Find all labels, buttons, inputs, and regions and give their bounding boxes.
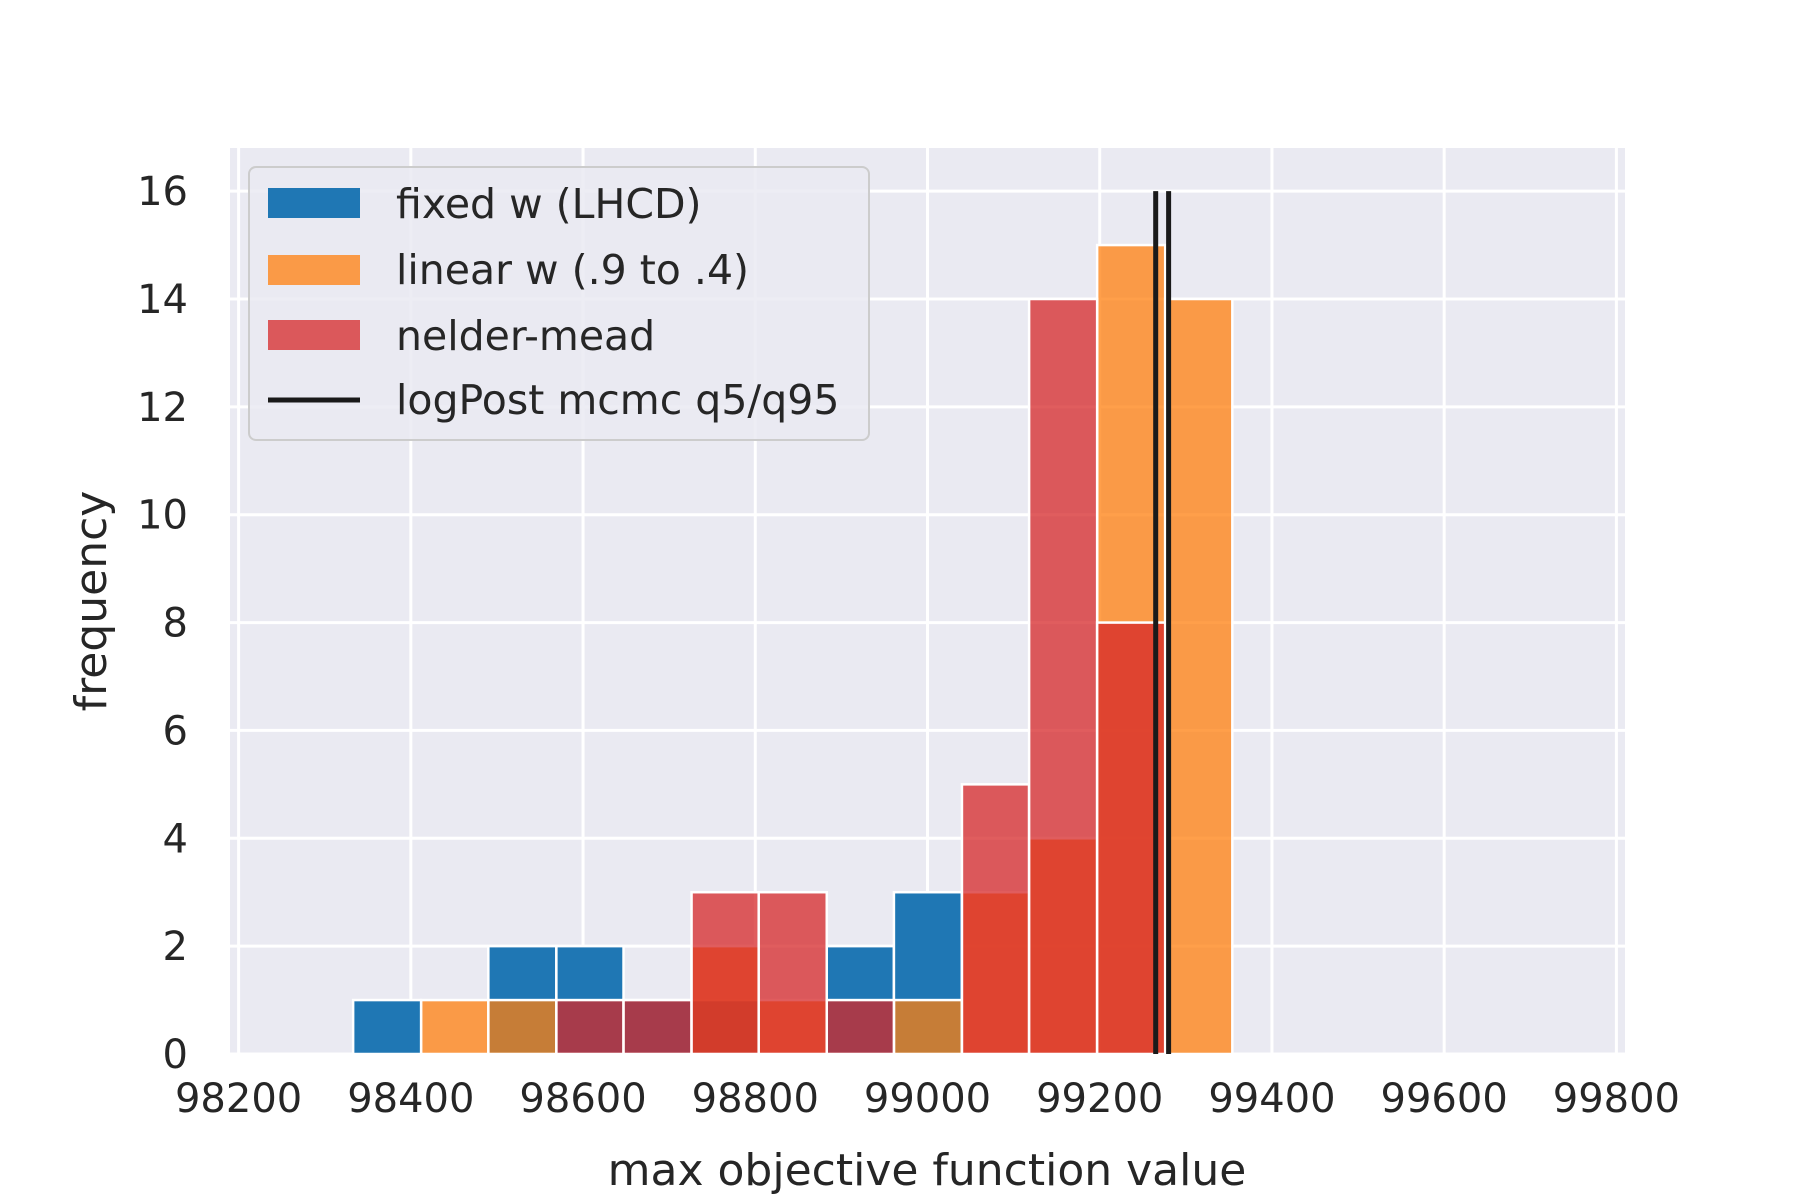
x-tick-label: 98800 (692, 1076, 819, 1122)
y-tick-label: 8 (163, 601, 188, 647)
bar-nelder-mead (555, 998, 625, 1056)
y-axis-label: frequency (66, 491, 117, 712)
legend-swatch-nelder-mead (268, 320, 360, 350)
bar-nelder-mead (825, 998, 896, 1056)
legend-swatch-fixed-w (268, 188, 360, 218)
bar-fixed-w (351, 998, 423, 1056)
x-tick-label: 99600 (1381, 1076, 1508, 1122)
bar-nelder-mead (960, 783, 1031, 1056)
legend-swatch-linear-w (268, 255, 360, 285)
legend-label-nelder-mead: nelder-mead (396, 312, 655, 360)
y-tick-label: 6 (163, 708, 188, 754)
legend-label-mcmc: logPost mcmc q5/q95 (396, 376, 839, 424)
x-tick-label: 98400 (347, 1076, 474, 1122)
bar-nelder-mead (757, 890, 829, 1056)
bar-nelder-mead (690, 890, 760, 1056)
legend-label-linear-w: linear w (.9 to .4) (396, 246, 749, 294)
y-tick-label: 4 (163, 816, 188, 862)
x-tick-labels: 98200 98400 98600 98800 99000 99200 99400 99600… (175, 1076, 1680, 1122)
x-axis-label: max objective function value (608, 1145, 1247, 1196)
mcmc-quantile-lines (1153, 191, 1172, 1054)
x-tick-label: 98200 (175, 1076, 302, 1122)
y-tick-label: 14 (137, 277, 188, 323)
bar-nelder-mead (1027, 297, 1099, 1056)
x-tick-label: 99000 (864, 1076, 991, 1122)
x-tick-label: 99400 (1208, 1076, 1335, 1122)
y-tick-label: 12 (137, 385, 188, 431)
bar-nelder-mead (622, 998, 693, 1056)
legend-frame (248, 166, 870, 441)
legend-label-fixed-w: fixed w (LHCD) (396, 180, 702, 228)
y-tick-label: 2 (163, 924, 188, 970)
x-tick-label: 99800 (1553, 1076, 1680, 1122)
x-tick-label: 98600 (519, 1076, 646, 1122)
bar-linear-w (892, 998, 964, 1056)
y-tick-labels: 0 2 4 6 8 10 12 14 16 (137, 169, 188, 1078)
bar-linear-w (419, 998, 490, 1056)
y-tick-label: 0 (163, 1032, 188, 1078)
x-tick-label: 99200 (1036, 1076, 1163, 1122)
bar-linear-w (1163, 297, 1234, 1056)
legend: fixed w (LHCD) linear w (.9 to .4) nelde… (248, 166, 870, 441)
y-tick-label: 10 (137, 493, 188, 539)
bar-linear-w (487, 998, 558, 1056)
y-tick-label: 16 (137, 169, 188, 215)
